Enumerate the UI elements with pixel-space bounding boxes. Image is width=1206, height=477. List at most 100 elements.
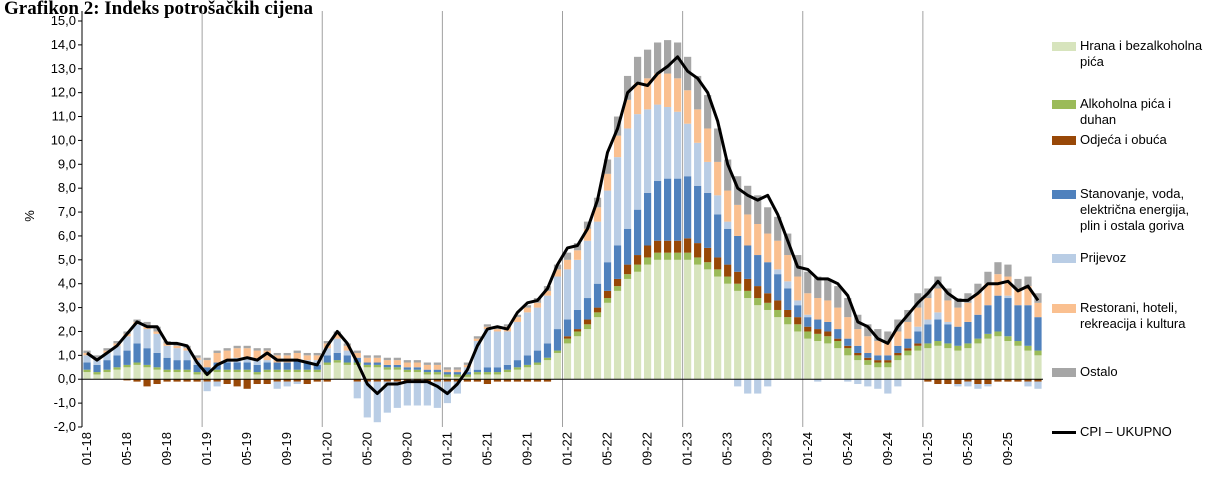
bar xyxy=(874,329,882,342)
bar xyxy=(1014,278,1022,289)
bar xyxy=(694,109,702,143)
bar xyxy=(563,252,572,260)
y-tick-label: 7,0 xyxy=(58,204,76,219)
bar xyxy=(573,250,582,260)
bar xyxy=(363,379,371,382)
bar xyxy=(643,264,652,380)
bar xyxy=(1024,276,1032,287)
bar xyxy=(463,362,472,365)
bar xyxy=(383,357,391,361)
bar xyxy=(834,307,842,330)
bar xyxy=(1014,288,1022,306)
bar xyxy=(403,362,411,368)
bar xyxy=(173,345,181,349)
bar xyxy=(253,350,261,361)
bar xyxy=(533,350,542,363)
bar xyxy=(874,362,882,368)
bar xyxy=(974,314,982,339)
bar xyxy=(563,319,572,337)
bar xyxy=(824,321,832,332)
bar xyxy=(804,326,812,332)
bar xyxy=(203,360,211,368)
bar xyxy=(103,369,111,373)
bar xyxy=(263,362,271,370)
bar xyxy=(734,176,742,205)
bar xyxy=(583,324,592,330)
bar xyxy=(513,317,522,322)
bar xyxy=(193,357,201,361)
bar xyxy=(764,302,772,310)
bar xyxy=(143,329,151,349)
bar xyxy=(704,128,712,162)
bar xyxy=(563,343,572,380)
bar xyxy=(714,128,722,162)
bar xyxy=(864,324,872,337)
x-tick-label: 09-24 xyxy=(880,432,895,465)
bar xyxy=(954,345,962,351)
bar xyxy=(183,360,191,370)
bar xyxy=(714,161,722,196)
bar xyxy=(704,161,712,193)
bar xyxy=(283,372,291,380)
bar xyxy=(734,283,742,291)
bar xyxy=(413,362,421,368)
bar xyxy=(834,338,842,342)
legend-label: Odjeća i obuća xyxy=(1080,132,1167,147)
bar xyxy=(83,369,91,373)
x-tick-label: 01-18 xyxy=(79,432,94,465)
bar xyxy=(393,381,401,408)
bar xyxy=(253,364,261,373)
bar xyxy=(764,293,772,303)
bar xyxy=(874,360,882,363)
bar xyxy=(373,367,381,380)
bar xyxy=(734,290,742,380)
bar xyxy=(854,345,862,353)
bar xyxy=(303,352,311,356)
bar xyxy=(804,331,812,339)
bar xyxy=(353,379,361,382)
bar xyxy=(724,264,732,277)
bar xyxy=(884,341,892,356)
bar xyxy=(593,207,602,222)
bar xyxy=(383,381,391,413)
bar xyxy=(1024,350,1032,380)
x-tick-label: 01-25 xyxy=(920,432,935,465)
bar xyxy=(203,367,211,373)
bar xyxy=(513,379,522,382)
bar xyxy=(223,372,231,380)
bar xyxy=(593,312,602,318)
bar xyxy=(774,216,782,241)
y-tick-label: 5,0 xyxy=(58,252,76,267)
bar xyxy=(633,56,642,84)
bar xyxy=(1004,264,1012,277)
bar xyxy=(233,362,241,370)
bar xyxy=(83,372,91,380)
bar xyxy=(1004,295,1012,299)
bar xyxy=(253,372,261,375)
x-tick-label: 09-20 xyxy=(399,432,414,465)
bar xyxy=(473,338,482,342)
bar xyxy=(363,367,371,380)
bar xyxy=(924,319,932,325)
bar xyxy=(583,240,592,299)
x-tick-label: 05-23 xyxy=(720,432,735,465)
bar xyxy=(914,307,922,327)
bar xyxy=(113,341,121,344)
bar xyxy=(844,348,852,356)
bar xyxy=(904,338,912,349)
bar xyxy=(844,317,852,339)
bar xyxy=(633,271,642,380)
legend-label: Hrana i bezalkoholna pića xyxy=(1080,38,1203,69)
bar xyxy=(954,326,962,346)
bar xyxy=(994,262,1002,275)
bar xyxy=(273,381,281,389)
bar xyxy=(383,379,391,382)
bar xyxy=(684,176,692,239)
bar xyxy=(463,379,472,382)
bar xyxy=(714,269,722,277)
bar xyxy=(884,362,892,368)
bar xyxy=(283,379,291,382)
bar xyxy=(133,364,141,380)
bar xyxy=(724,283,732,380)
